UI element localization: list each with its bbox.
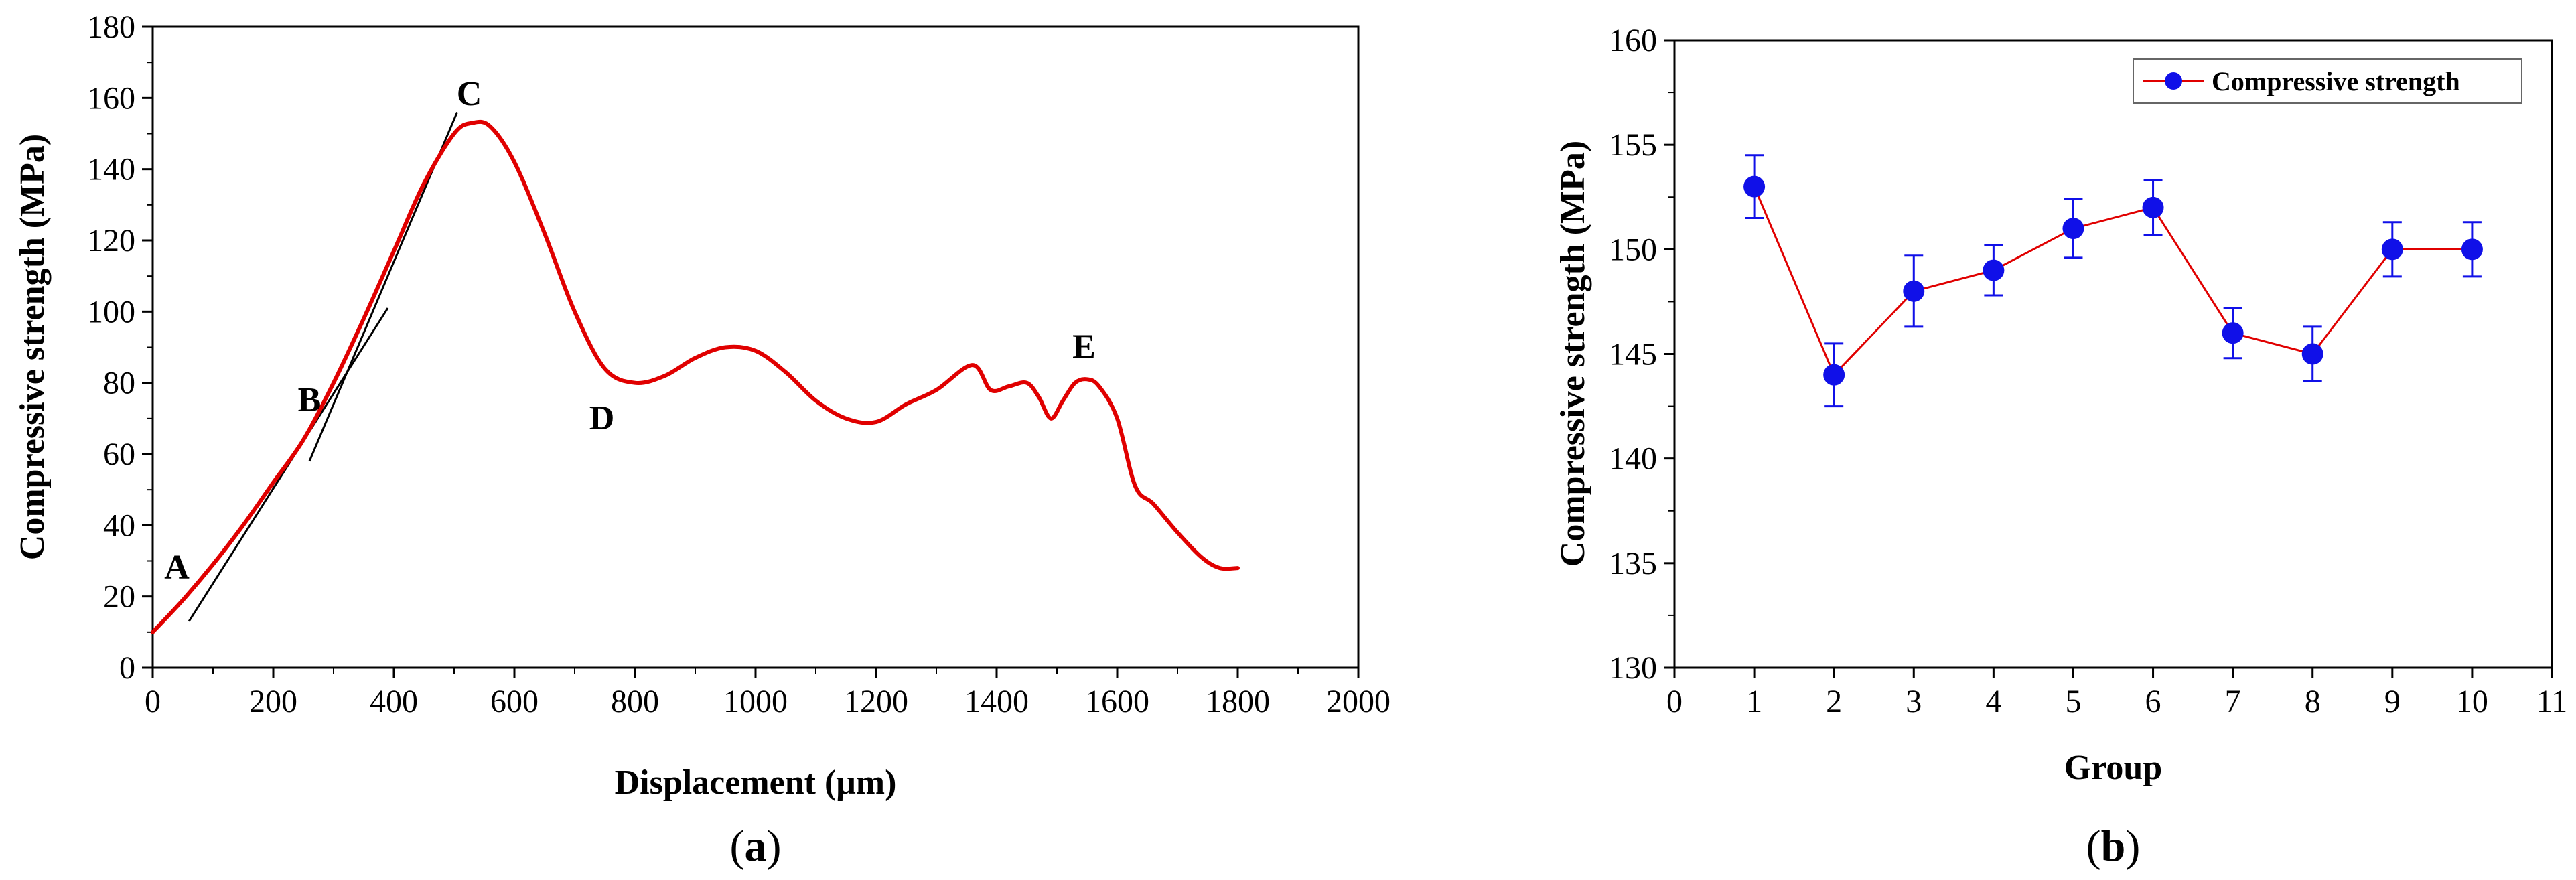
panel-b-y-tick-label: 130	[1609, 650, 1657, 686]
panel-b-x-tick-label: 7	[2225, 684, 2241, 719]
panel-a-x-tick-label: 1000	[723, 684, 788, 719]
panel-b-y-tick-label: 145	[1609, 337, 1657, 372]
panel-b-caption: (b)	[2086, 822, 2141, 871]
data-point	[1983, 259, 2005, 281]
panel-a-caption: (a)	[730, 822, 782, 871]
point-label-b: B	[298, 381, 321, 419]
data-point	[1823, 364, 1845, 386]
panel-b-y-tick-label: 140	[1609, 441, 1657, 477]
panel-a-y-tick-label: 100	[87, 294, 135, 329]
panel-a-y-tick-label: 180	[87, 9, 135, 45]
panel-a-y-axis-title: Compressive strength (MPa)	[13, 134, 52, 560]
series-line	[1753, 186, 2472, 377]
data-point	[2381, 238, 2403, 261]
panel-a-y-tick-label: 60	[103, 437, 135, 472]
panel-b-x-tick-label: 2	[1826, 684, 1842, 719]
panel-b-y-tick-label: 150	[1609, 232, 1657, 267]
panel-a-x-tick-label: 200	[249, 684, 297, 719]
point-label-e: E	[1072, 327, 1096, 366]
panel-a-x-tick-label: 1200	[844, 684, 908, 719]
panel-a-y-tick-label: 140	[87, 152, 135, 188]
data-point	[1743, 175, 1766, 198]
panel-a-x-tick-label: 600	[490, 684, 539, 719]
panel-a-x-axis-title: Displacement (μm)	[615, 763, 897, 802]
panel-a-chart: 0 200 400 600 800 1000 1200 1400 1600 1800 2000 0 20…	[13, 9, 1390, 871]
panel-a-x-tick-label: 800	[611, 684, 659, 719]
panel-b-y-axis-title: Compressive strength (MPa)	[1554, 141, 1592, 567]
panel-b-x-tick-label: 9	[2384, 684, 2401, 719]
data-point	[2062, 218, 2084, 240]
panel-b-x-tick-label: 11	[2536, 684, 2567, 719]
panel-a-x-tick-label: 1800	[1206, 684, 1270, 719]
panel-a-y-tick-label: 80	[103, 366, 135, 401]
data-point	[2222, 322, 2244, 344]
panel-a-x-tick-label: 1600	[1085, 684, 1149, 719]
panel-b-caption-letter: b	[2101, 822, 2126, 871]
panel-a-y-tick-label: 20	[103, 579, 135, 615]
panel-a-caption-letter: a	[745, 822, 767, 871]
panel-b-x-tick-label: 4	[1985, 684, 2001, 719]
data-point	[1903, 280, 1925, 302]
stress-displacement-line	[151, 119, 1240, 634]
panel-b-x-tick-label: 10	[2456, 684, 2488, 719]
point-label-a: A	[164, 548, 190, 587]
point-label-d: D	[589, 399, 615, 437]
legend-marker-sample	[2165, 72, 2182, 90]
panel-b-x-tick-label: 3	[1906, 684, 1922, 719]
panel-b-x-tick-label: 0	[1666, 684, 1683, 719]
panel-b-x-tick-label: 5	[2065, 684, 2081, 719]
legend-label: Compressive strength	[2212, 66, 2460, 96]
panel-b-y-tick-label: 155	[1609, 127, 1657, 163]
panel-b-legend: Compressive strength	[2133, 58, 2522, 104]
panel-a-x-tick-label: 1400	[964, 684, 1029, 719]
panel-a-y-tick-label: 120	[87, 223, 135, 259]
data-point	[2301, 343, 2323, 365]
panel-b-x-axis-title: Group	[2064, 749, 2162, 787]
panel-a-x-tick-label: 400	[370, 684, 418, 719]
panel-b-chart: 0 1 2 3 4 5 6 7 8 9 10 11 130 135 140 145 150 155 160 Comp…	[1554, 23, 2567, 871]
data-point	[2142, 196, 2164, 218]
data-point	[2461, 238, 2483, 261]
panel-a-y-tick-label: 160	[87, 80, 135, 116]
panel-b-plot-frame	[1673, 39, 2553, 669]
panel-b-x-tick-label: 1	[1746, 684, 1762, 719]
point-label-c: C	[457, 75, 482, 113]
panel-b-x-tick-label: 8	[2305, 684, 2321, 719]
panel-a-y-tick-label: 0	[119, 650, 135, 686]
panel-b-y-tick-label: 135	[1609, 546, 1657, 581]
panel-a-x-tick-label: 0	[145, 684, 161, 719]
panel-b-y-tick-label: 160	[1609, 23, 1657, 58]
panel-a-x-tick-label: 2000	[1326, 684, 1390, 719]
panel-a-plot-frame	[151, 25, 1360, 669]
panel-a-y-tick-label: 40	[103, 508, 135, 543]
panel-b-x-tick-label: 6	[2145, 684, 2161, 719]
